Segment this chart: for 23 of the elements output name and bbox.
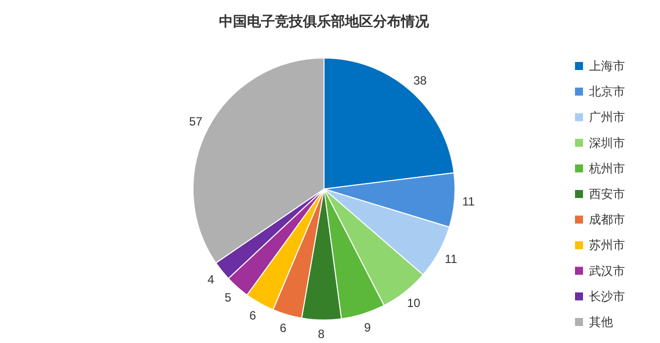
data-label: 9	[364, 320, 372, 334]
legend-label: 西安市	[589, 187, 625, 201]
data-label: 6	[280, 321, 287, 336]
chart-title: 中国电子竞技俱乐部地区分布情况	[219, 13, 430, 29]
legend-label: 杭州市	[588, 161, 625, 176]
data-label: 5	[224, 290, 232, 305]
legend-label: 武汉市	[589, 264, 625, 278]
legend-label: 深圳市	[589, 136, 625, 150]
legend-label: 苏州市	[589, 238, 625, 252]
legend-label: 长沙市	[589, 289, 625, 304]
data-label: 11	[444, 252, 458, 266]
data-label: 10	[406, 296, 421, 310]
data-label: 57	[189, 114, 203, 128]
legend-label: 北京市	[589, 84, 625, 99]
legend-label: 成都市	[589, 212, 625, 227]
data-label: 38	[413, 73, 427, 88]
legend-label: 其他	[589, 315, 613, 329]
legend-label: 广州市	[589, 110, 625, 124]
data-label: 8	[318, 326, 325, 341]
legend-label: 上海市	[589, 59, 625, 73]
data-label: 6	[249, 308, 256, 322]
data-label: 11	[462, 194, 476, 208]
data-label: 4	[208, 272, 215, 287]
